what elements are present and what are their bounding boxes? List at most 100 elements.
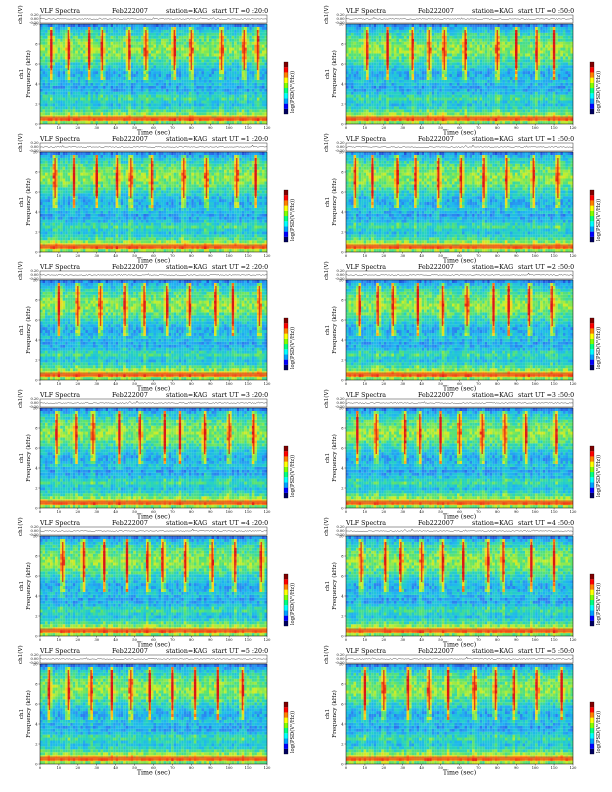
frequency-tick-label: 2 (35, 102, 37, 106)
frequency-tick-label: 0 (341, 762, 344, 766)
amplitude-tick-label: -0.20 (29, 21, 39, 25)
colorbar (589, 61, 595, 115)
amplitude-axis-label: ch1(V) (17, 261, 24, 280)
time-tick-label: 100 (532, 638, 540, 642)
amplitude-tick-label: -0.20 (335, 661, 345, 665)
frequency-tick-label: 6 (341, 190, 344, 194)
amplitude-tick-label: -0.20 (335, 149, 345, 153)
amplitude-strip (39, 14, 268, 24)
colorbar-label: log(PSD(V²/Hz)) (595, 455, 602, 497)
time-tick-label: 90 (208, 638, 213, 642)
time-tick-label: 40 (419, 126, 424, 130)
colorbar-label: log(PSD(V²/Hz)) (289, 455, 296, 497)
amplitude-axis-label: ch1(V) (323, 389, 330, 408)
amplitude-tick-label: 0.00 (336, 17, 345, 21)
time-tick-label: 50 (438, 126, 443, 130)
amplitude-trace (39, 657, 268, 660)
panel-start-time: start UT =3 :20:0 (212, 392, 268, 399)
time-tick-label: 40 (113, 510, 118, 514)
time-tick-label: 80 (189, 254, 194, 258)
time-tick-label: 110 (245, 126, 253, 130)
panel-svg: VLF Spectra Feb222007 station=KAG start UT … (17, 261, 296, 392)
frequency-tick-label: 6 (341, 62, 344, 66)
time-tick-label: 120 (570, 382, 578, 386)
frequency-axis-label: Frequency (kHz) (25, 178, 32, 226)
time-tick-label: 0 (345, 254, 348, 258)
spectrogram-image (40, 280, 268, 381)
frequency-tick-label: 6 (35, 446, 38, 450)
frequency-tick-label: 2 (35, 486, 37, 490)
time-tick-label: 120 (264, 126, 272, 130)
time-tick-label: 10 (57, 638, 62, 642)
time-tick-label: 60 (151, 126, 156, 130)
time-tick-label: 110 (245, 382, 253, 386)
frequency-tick-label: 0 (35, 506, 38, 510)
time-tick-label: 110 (245, 254, 253, 258)
spectrogram-image (40, 664, 268, 765)
amplitude-tick-label: 0.00 (30, 529, 39, 533)
amplitude-tick-label: 0.20 (30, 397, 39, 401)
frequency-channel-label: ch1 (19, 325, 25, 335)
frequency-axis-label: Frequency (kHz) (25, 690, 32, 738)
time-tick-label: 110 (245, 638, 253, 642)
time-tick-label: 60 (457, 126, 462, 130)
time-tick-label: 70 (476, 382, 481, 386)
time-tick-label: 40 (419, 638, 424, 642)
amplitude-tick-label: 0.00 (336, 529, 345, 533)
amplitude-tick-label: 0.00 (336, 401, 345, 405)
spectrogram-panel: VLF Spectra Feb222007 station=KAG start UT … (306, 132, 612, 264)
time-tick-label: 90 (208, 254, 213, 258)
panel-title: VLF Spectra (345, 392, 386, 399)
frequency-axis-label: Frequency (kHz) (25, 434, 32, 482)
time-tick-label: 60 (457, 638, 462, 642)
panel-start-time: start UT =0 :20:0 (212, 8, 268, 15)
frequency-axis-label: Frequency (kHz) (331, 50, 338, 98)
time-tick-label: 90 (208, 126, 213, 130)
frequency-channel-label: ch1 (325, 197, 331, 207)
time-tick-label: 30 (94, 254, 99, 258)
panel-station: station=KAG (472, 264, 513, 271)
panel-station: station=KAG (166, 264, 207, 271)
panel-date: Feb222007 (112, 8, 148, 15)
spectrogram-image (40, 408, 268, 509)
amplitude-axis-label: ch1(V) (17, 389, 24, 408)
frequency-tick-label: 4 (341, 210, 344, 214)
panel-date: Feb222007 (112, 648, 148, 655)
panel-title: VLF Spectra (39, 520, 80, 527)
spectrogram-image (346, 152, 574, 253)
time-tick-label: 80 (495, 766, 500, 770)
panel-start-time: start UT =0 :50:0 (518, 8, 574, 15)
panel-title: VLF Spectra (345, 264, 386, 271)
frequency-tick-label: 0 (35, 378, 38, 382)
amplitude-strip (39, 654, 268, 664)
time-tick-label: 30 (94, 382, 99, 386)
time-tick-label: 100 (532, 382, 540, 386)
time-tick-label: 30 (400, 126, 405, 130)
frequency-tick-label: 4 (35, 594, 38, 598)
amplitude-tick-label: -0.20 (29, 533, 39, 537)
frequency-tick-label: 0 (35, 634, 38, 638)
frequency-tick-label: 10 (33, 278, 38, 282)
spectrogram-panel: VLF Spectra Feb222007 station=KAG start UT … (0, 4, 306, 136)
panel-title: VLF Spectra (39, 264, 80, 271)
time-axis-label: Time (sec) (137, 258, 170, 265)
amplitude-tick-label: 0.00 (30, 401, 39, 405)
time-tick-label: 80 (495, 510, 500, 514)
frequency-tick-label: 4 (35, 338, 38, 342)
time-tick-label: 120 (570, 766, 578, 770)
frequency-channel-label: ch1 (325, 581, 331, 591)
frequency-tick-label: 0 (35, 762, 38, 766)
frequency-channel-label: ch1 (19, 453, 25, 463)
time-tick-label: 30 (94, 638, 99, 642)
panel-title: VLF Spectra (39, 648, 80, 655)
frequency-axis-label: Frequency (kHz) (331, 562, 338, 610)
spectrogram-image (40, 24, 268, 125)
panel-station: station=KAG (166, 392, 207, 399)
panel-svg: VLF Spectra Feb222007 station=KAG start UT … (17, 133, 296, 264)
time-tick-label: 70 (476, 254, 481, 258)
time-tick-label: 110 (551, 638, 559, 642)
time-tick-label: 60 (151, 510, 156, 514)
frequency-tick-label: 2 (341, 230, 343, 234)
frequency-axis-label: Frequency (kHz) (331, 690, 338, 738)
